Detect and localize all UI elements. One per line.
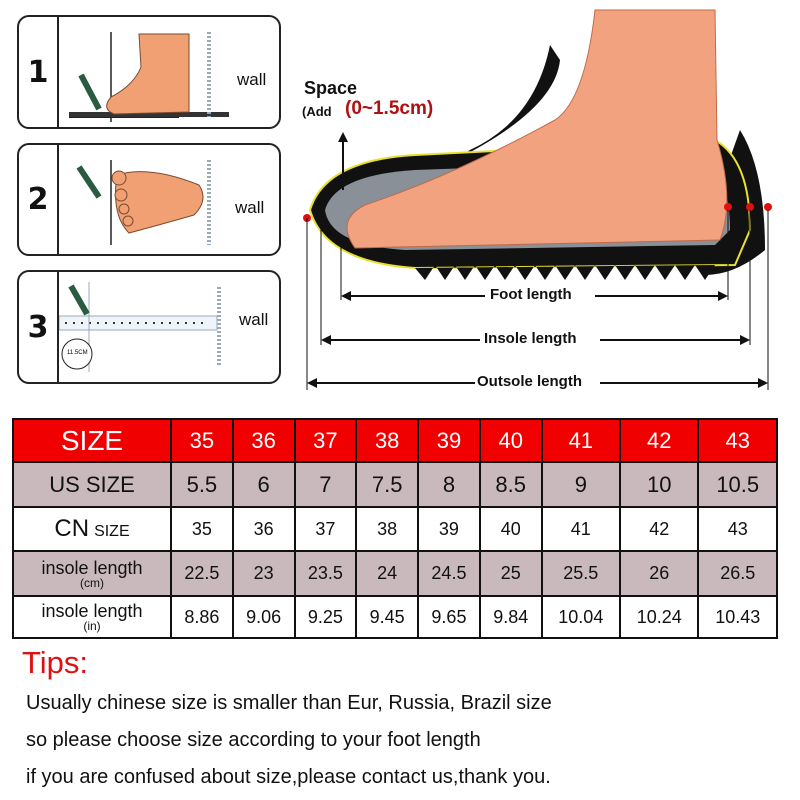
table-cell: 10 <box>619 461 700 508</box>
table-cell: 37 <box>293 506 358 552</box>
table-cell: 43 <box>697 506 778 552</box>
table-cell: 40 <box>478 506 543 552</box>
table-cell: 10.5 <box>697 461 778 508</box>
table-cell: 9.25 <box>293 595 358 639</box>
table-cell: 36 <box>231 506 296 552</box>
table-row-us-size: US SIZE 5.5 6 7 7.5 8 8.5 9 10 10.5 <box>12 461 778 508</box>
tip-line: so please choose size according to your … <box>26 729 481 751</box>
table-cell: 23.5 <box>293 550 358 597</box>
table-cell: 25 <box>478 550 543 597</box>
row-label-suffix: SIZE <box>94 523 130 540</box>
table-cell: 25.5 <box>540 550 622 597</box>
shoe-length-diagram <box>303 9 772 390</box>
table-cell: 9 <box>540 461 622 508</box>
table-cell: 36 <box>231 418 296 463</box>
size-table: SIZE 35 36 37 38 39 40 41 42 43 US SIZE … <box>12 418 778 639</box>
table-cell: 43 <box>697 418 778 463</box>
table-cell: 6 <box>231 461 296 508</box>
row-label-main: insole length <box>41 601 143 621</box>
row-label: SIZE <box>12 418 172 463</box>
table-cell: 8.86 <box>170 595 234 639</box>
table-cell: 35 <box>170 418 234 463</box>
foot-side-illustration <box>69 32 229 122</box>
table-cell: 10.04 <box>540 595 622 639</box>
wall-label: wall <box>239 310 269 329</box>
table-cell: 39 <box>417 506 481 552</box>
table-cell: 26 <box>619 550 700 597</box>
row-label-main: insole length <box>41 557 143 578</box>
ruler-illustration <box>59 282 221 372</box>
table-cell: 41 <box>540 418 622 463</box>
row-label-unit: (in) <box>83 619 101 633</box>
table-cell: 10.24 <box>619 595 700 639</box>
table-cell: 8 <box>417 461 481 508</box>
step-number: 1 <box>19 17 59 127</box>
tip-line: Usually chinese size is smaller than Eur… <box>26 692 552 714</box>
row-label-main: CN <box>54 515 90 542</box>
table-row-eu-size: SIZE 35 36 37 38 39 40 41 42 43 <box>12 418 778 463</box>
table-cell: 10.43 <box>697 595 778 639</box>
table-cell: 9.65 <box>417 595 481 639</box>
foot-top-illustration <box>76 160 211 245</box>
row-label-unit: (cm) <box>80 575 104 590</box>
table-cell: 9.45 <box>355 595 420 639</box>
row-label: CN SIZE <box>12 506 172 552</box>
table-cell: 35 <box>170 506 234 552</box>
table-cell: 37 <box>293 418 358 463</box>
wall-label: wall <box>237 70 267 89</box>
tips-title: Tips: <box>22 645 89 680</box>
ruler-measurement: 11.5CM <box>67 350 88 356</box>
table-cell: 8.5 <box>478 461 543 508</box>
table-cell: 24.5 <box>417 550 481 597</box>
table-cell: 24 <box>355 550 420 597</box>
table-cell: 42 <box>619 506 700 552</box>
table-cell: 38 <box>355 506 420 552</box>
table-cell: 9.84 <box>478 595 543 639</box>
table-cell: 39 <box>417 418 481 463</box>
row-label: US SIZE <box>12 461 172 508</box>
tip-line: if you are confused about size,please co… <box>26 766 551 788</box>
table-cell: 7 <box>293 461 358 508</box>
add-value: (0~1.5cm) <box>345 98 434 119</box>
table-row-cn-size: CN SIZE 35 36 37 38 39 40 41 42 43 <box>12 506 778 552</box>
table-cell: 41 <box>540 506 622 552</box>
table-cell: 9.06 <box>231 595 296 639</box>
table-row-insole-cm: insole length (cm) 22.5 23 23.5 24 24.5 2… <box>12 550 778 597</box>
insole-length-label: Insole length <box>484 330 577 347</box>
step-3-panel: 3 11.5CM wall <box>17 270 281 384</box>
row-label: insole length (cm) <box>12 550 172 597</box>
outsole-length-label: Outsole length <box>477 373 582 390</box>
table-row-insole-in: insole length (in) 8.86 9.06 9.25 9.45 9.… <box>12 595 778 639</box>
table-cell: 22.5 <box>170 550 234 597</box>
table-cell: 42 <box>619 418 700 463</box>
table-cell: 7.5 <box>355 461 420 508</box>
foot-length-label: Foot length <box>490 286 572 303</box>
table-cell: 23 <box>231 550 296 597</box>
step-number: 3 <box>19 272 59 382</box>
table-cell: 38 <box>355 418 420 463</box>
row-label: insole length (in) <box>12 595 172 639</box>
table-cell: 5.5 <box>170 461 234 508</box>
step-2-panel: 2 wall <box>17 143 281 256</box>
table-cell: 26.5 <box>697 550 778 597</box>
space-label: Space <box>304 78 358 98</box>
wall-label: wall <box>235 198 265 217</box>
add-prefix: (Add <box>302 104 332 119</box>
step-1-panel: 1 wall <box>17 15 281 129</box>
table-cell: 40 <box>478 418 543 463</box>
step-number: 2 <box>19 145 59 254</box>
